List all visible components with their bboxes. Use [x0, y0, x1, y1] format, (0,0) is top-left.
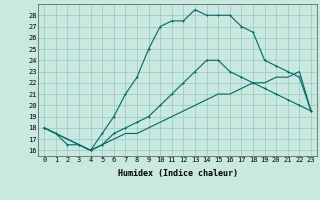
X-axis label: Humidex (Indice chaleur): Humidex (Indice chaleur)	[118, 169, 238, 178]
